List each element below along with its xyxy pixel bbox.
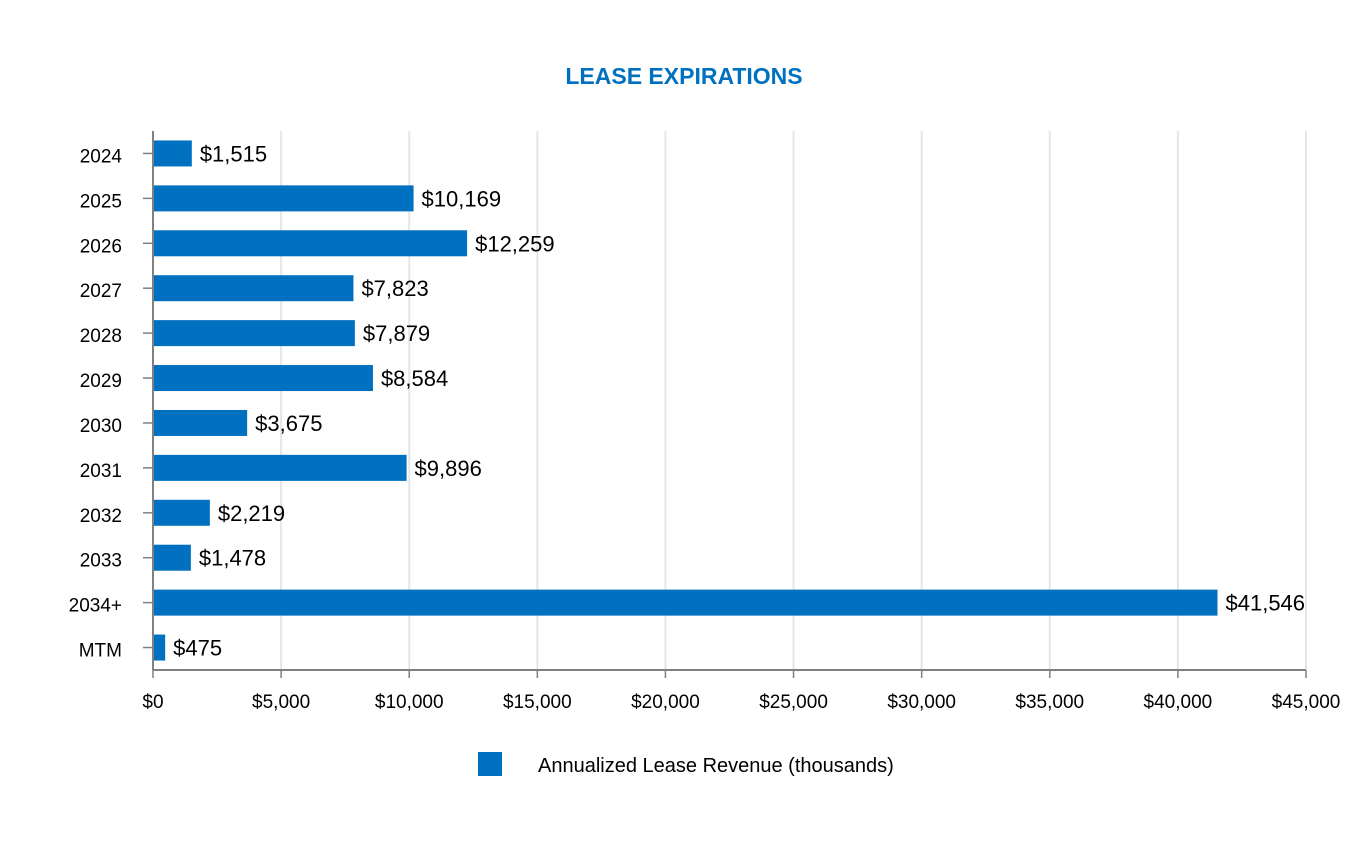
x-tick-label: $40,000 [1144,692,1213,713]
y-tick-label: 2029 [80,371,122,392]
y-tick-label: 2030 [80,416,122,437]
bar [153,365,373,392]
y-tick-label: 2033 [80,551,122,572]
y-tick-label: MTM [79,641,122,662]
data-label: $12,259 [475,231,555,256]
bar [153,275,354,302]
x-tick-label: $5,000 [252,692,310,713]
data-label: $2,219 [218,501,285,526]
chart-title: LEASE EXPIRATIONS [565,63,802,89]
y-tick-label: 2028 [80,326,122,347]
y-tick-label: 2034+ [69,596,122,617]
bar [153,230,468,257]
y-tick-label: 2031 [80,461,122,482]
bar [153,320,355,347]
bar [153,140,192,167]
gridlines [280,131,1307,670]
y-tick-label: 2032 [80,506,122,527]
data-label: $1,515 [200,141,267,166]
x-tick-label: $20,000 [631,692,700,713]
bar [153,499,210,526]
data-label: $475 [173,636,222,661]
x-tick-label: $35,000 [1015,692,1084,713]
data-label: $9,896 [415,456,482,481]
y-tick-label: 2026 [80,236,122,257]
data-label: $8,584 [381,366,448,391]
data-label: $7,823 [361,276,428,301]
bar [153,185,414,212]
bar [153,454,407,481]
data-label: $41,546 [1226,591,1306,616]
y-tick-label: 2027 [80,281,122,302]
data-label: $1,478 [199,546,266,571]
y-tick-label: 2025 [80,191,122,212]
axes: $0 $5,000 $10,000 $15,000 $20,000 $25,000 $30,… [69,131,1341,713]
data-label: $3,675 [255,411,322,436]
legend-swatch [478,752,502,776]
data-label: $10,169 [422,186,502,211]
x-tick-label: $10,000 [375,692,444,713]
bar [153,589,1218,616]
legend: Annualized Lease Revenue (thousands) [478,752,894,777]
y-tick-label: 2024 [80,146,123,167]
bar [153,544,191,571]
x-tick-label: $15,000 [503,692,572,713]
x-tick-label: $45,000 [1272,692,1341,713]
x-tick-label: $0 [142,692,163,713]
bar [153,409,248,436]
x-tick-label: $25,000 [759,692,828,713]
bar [153,634,166,661]
legend-label: Annualized Lease Revenue (thousands) [538,755,894,777]
bars: $1,515 $10,169 $12,259 $7,823 $7,879 $8,584 $3… [153,140,1306,661]
x-tick-label: $30,000 [887,692,956,713]
data-label: $7,879 [363,321,430,346]
